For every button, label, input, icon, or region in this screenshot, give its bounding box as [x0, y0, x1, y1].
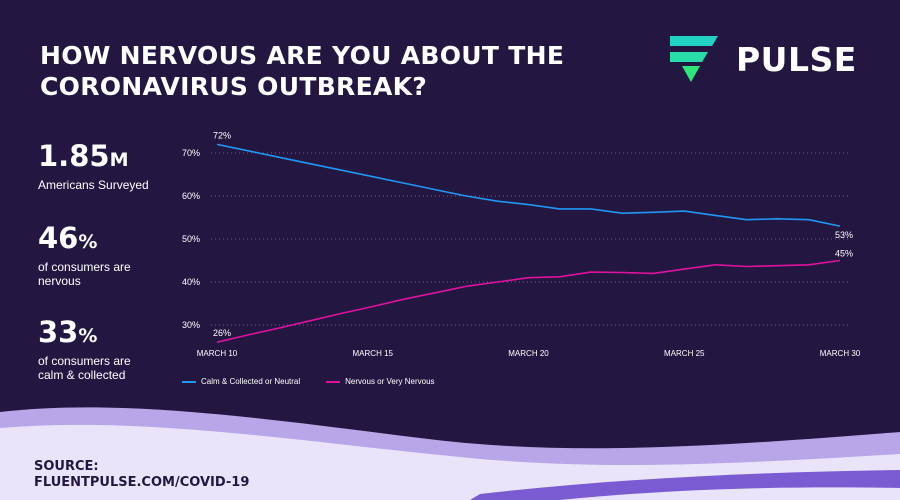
source-label: SOURCE:	[34, 459, 99, 474]
legend-item-calm: Calm & Collected or Neutral	[182, 377, 300, 386]
legend-label: Calm & Collected or Neutral	[201, 377, 301, 386]
line-chart: 30% 40% 50% 60% 70% MARCH 10 MARCH 15 MARCH 20 M…	[182, 130, 861, 358]
y-tick-label: 30%	[182, 320, 200, 330]
stat-number: 33	[38, 315, 79, 349]
legend-swatch-nervous	[326, 380, 341, 383]
y-tick-label: 60%	[182, 191, 200, 201]
x-tick-label: MARCH 25	[664, 349, 705, 358]
data-label-end: 53%	[835, 230, 853, 240]
legend-swatch-calm	[182, 380, 196, 383]
x-tick-label: MARCH 15	[353, 349, 394, 358]
stat-description: of consumers are calm & collected	[38, 354, 131, 382]
stat-unit: M	[109, 149, 129, 171]
data-label-start: 26%	[213, 328, 231, 338]
chart-legend: Calm & Collected or Neutral Nervous or V…	[182, 377, 461, 386]
stat-unit: %	[78, 231, 98, 253]
stat-number: 46	[38, 221, 79, 255]
brand-name: PULSE	[736, 39, 857, 79]
source-url: FLUENTPULSE.COM/COVID-19	[34, 475, 250, 490]
page-title: HOW NERVOUS ARE YOU ABOUT THE CORONAVIRU…	[40, 41, 565, 101]
x-tick-label: MARCH 10	[197, 349, 238, 358]
stat-nervous: 46% of consumers are nervous	[38, 222, 153, 288]
x-tick-label: MARCH 30	[820, 349, 861, 358]
series-line-calm	[216, 143, 841, 227]
brand-logo: PULSE	[668, 36, 857, 82]
data-label-end: 45%	[835, 249, 853, 259]
legend-item-nervous: Nervous or Very Nervous	[326, 377, 435, 386]
decorative-waves	[0, 407, 900, 500]
x-tick-label: MARCH 20	[508, 349, 549, 358]
source-note: SOURCE: FLUENTPULSE.COM/COVID-19	[34, 459, 249, 491]
data-label-start: 72%	[213, 130, 231, 140]
stat-unit: %	[78, 325, 98, 347]
stat-calm: 33% of consumers are calm & collected	[38, 316, 153, 382]
pulse-logo-icon	[670, 36, 718, 82]
stat-number: 1.85	[38, 139, 110, 173]
stat-surveyed: 1.85M Americans Surveyed	[38, 140, 153, 192]
y-tick-label: 50%	[182, 234, 200, 244]
y-tick-label: 70%	[182, 148, 200, 158]
series-line-nervous	[216, 259, 841, 343]
legend-label: Nervous or Very Nervous	[345, 377, 435, 386]
stat-description: of consumers are nervous	[38, 260, 131, 288]
y-tick-label: 40%	[182, 277, 200, 287]
stat-description: Americans Surveyed	[38, 178, 149, 192]
